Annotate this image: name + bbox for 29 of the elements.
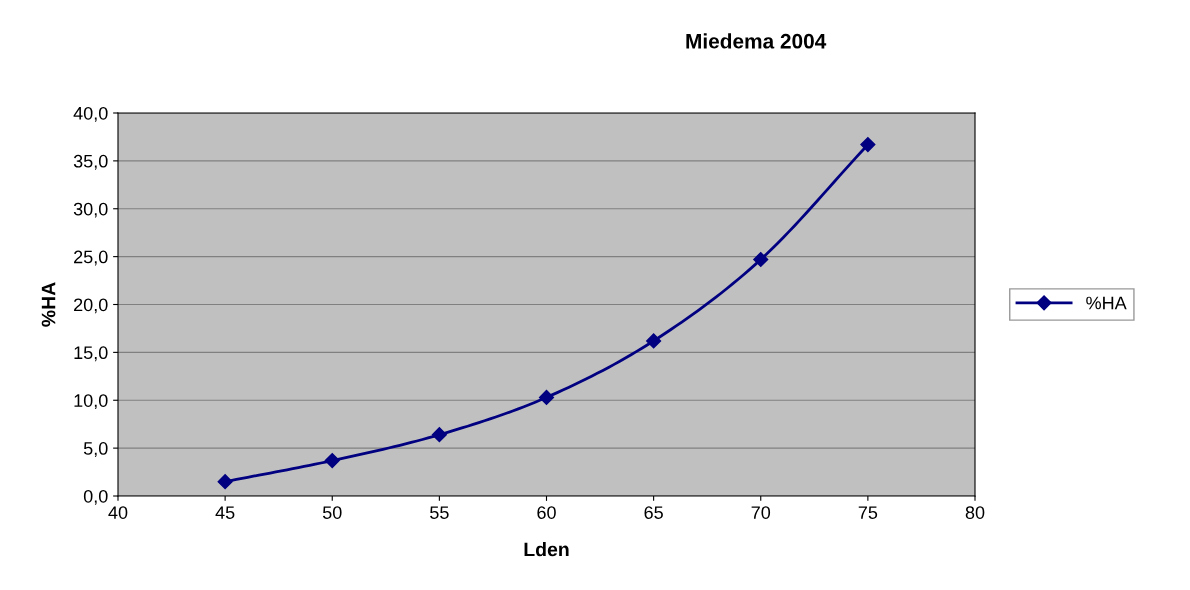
chart-title: Miedema 2004 xyxy=(686,33,827,49)
x-tick-label: 70 xyxy=(751,506,771,519)
x-tick-label: 50 xyxy=(322,506,342,519)
legend-label: %HA xyxy=(1086,296,1127,310)
y-tick-label: 5,0 xyxy=(83,442,108,457)
y-tick-label: 20,0 xyxy=(74,298,108,314)
y-tick-label: 40,0 xyxy=(73,106,108,122)
x-tick-label: 40 xyxy=(108,506,128,519)
x-tick-label: 45 xyxy=(215,506,235,519)
point xyxy=(538,389,555,405)
x-tick-label: 80 xyxy=(965,506,985,519)
x-axis-title: Lden xyxy=(524,542,569,557)
y-tick-label: 30,0 xyxy=(73,202,108,218)
point xyxy=(646,333,662,349)
y-tick-label: 10,0 xyxy=(74,394,108,410)
x-tick-label: 55 xyxy=(430,506,449,519)
y-tick-label: 0,0 xyxy=(83,489,108,505)
y-axis-title: %HA xyxy=(41,282,56,327)
x-tick-label: 65 xyxy=(644,506,663,519)
y-tick-label: 35,0 xyxy=(73,154,108,170)
point xyxy=(431,427,447,443)
y-tick-label: 15,0 xyxy=(74,346,108,362)
point xyxy=(860,137,876,153)
x-tick-label: 60 xyxy=(537,506,556,519)
point xyxy=(217,474,233,490)
y-tick-label: 25,0 xyxy=(74,250,108,266)
x-tick-label: 75 xyxy=(858,506,878,519)
point xyxy=(324,453,340,469)
point xyxy=(753,251,769,268)
